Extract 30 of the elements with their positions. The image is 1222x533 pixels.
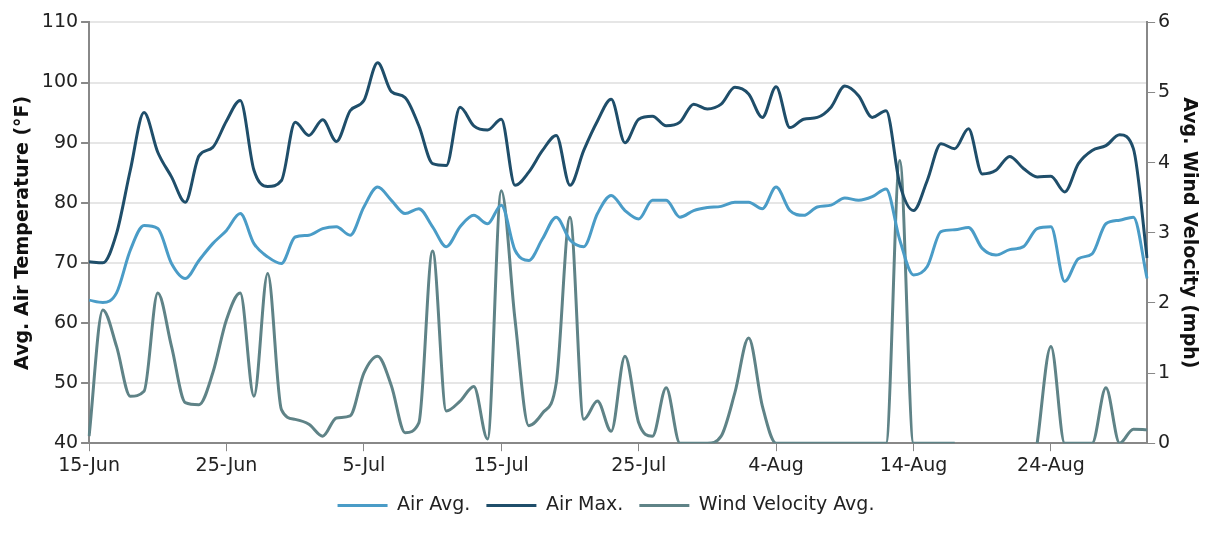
legend-label: Air Avg. xyxy=(397,492,471,515)
y-tick-label: 110 xyxy=(41,9,79,32)
x-tick-label: 25-Jul xyxy=(611,452,667,475)
y2-tick-label: 2 xyxy=(1158,289,1171,312)
x-tick-label: 5-Jul xyxy=(342,452,386,475)
y-axis-title: Avg. Air Temperature (°F) xyxy=(10,95,33,370)
x-tick-label: 15-Jun xyxy=(58,452,120,475)
y-tick-label: 100 xyxy=(41,69,79,92)
y2-tick-label: 5 xyxy=(1158,79,1171,102)
x-tick-label: 25-Jun xyxy=(195,452,258,475)
y-tick-label: 50 xyxy=(53,370,79,393)
line-series xyxy=(87,185,1149,305)
legend-label: Air Max. xyxy=(545,492,624,515)
y2-tick-label: 3 xyxy=(1158,219,1171,242)
y2-tick-label: 4 xyxy=(1158,149,1171,172)
y2-tick-label: 6 xyxy=(1158,9,1171,32)
x-tick-label: 4-Aug xyxy=(748,452,804,475)
legend-label: Wind Velocity Avg. xyxy=(698,492,875,515)
x-tick-label: 15-Jul xyxy=(473,452,529,475)
line-series xyxy=(87,61,1149,265)
y2-tick-label: 1 xyxy=(1158,360,1171,382)
x-tick-label: 24-Aug xyxy=(1017,452,1085,475)
y-tick-label: 40 xyxy=(53,430,79,453)
y-tick-label: 80 xyxy=(53,189,79,212)
y-tick-label: 70 xyxy=(53,249,79,272)
y-tick-label: 90 xyxy=(53,129,79,152)
y2-tick-label: 0 xyxy=(1158,430,1171,453)
y2-axis-title: Avg. Wind Velocity (mph) xyxy=(1179,97,1202,369)
y-tick-label: 60 xyxy=(53,309,79,332)
x-tick-label: 14-Aug xyxy=(879,452,948,475)
